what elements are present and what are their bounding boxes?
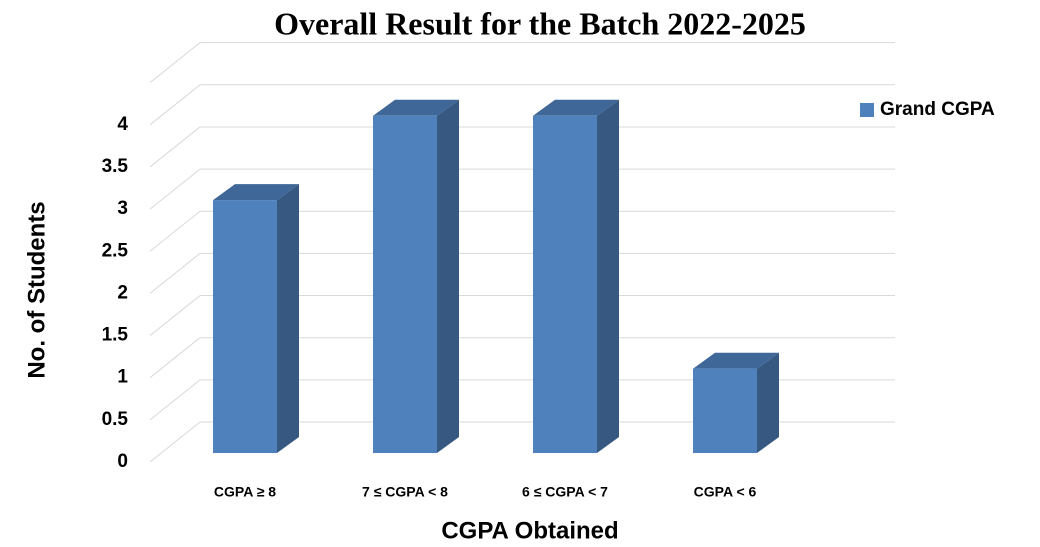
y-tick-label: 4 <box>117 114 128 135</box>
y-tick-label: 0.5 <box>102 409 129 430</box>
grid-line <box>149 421 201 463</box>
y-tick-label: 1 <box>117 367 128 388</box>
bar <box>373 115 437 454</box>
x-axis-label: CGPA Obtained <box>441 517 618 544</box>
bar-top <box>533 99 619 116</box>
grid-line <box>149 337 201 379</box>
bar-top <box>693 352 779 369</box>
grid-line <box>149 168 201 210</box>
y-tick-label: 0 <box>117 451 128 472</box>
bar-side <box>597 99 619 454</box>
grid-line <box>149 379 201 421</box>
bar-side <box>757 352 779 453</box>
bar-top <box>373 99 459 116</box>
x-tick-label: 7 ≤ CGPA < 8 <box>362 484 448 500</box>
grid-line <box>149 84 201 126</box>
grid-line <box>149 253 201 294</box>
bar-side <box>277 184 299 453</box>
bar <box>533 115 597 454</box>
bar <box>693 368 757 453</box>
bar <box>213 200 277 453</box>
legend-swatch <box>860 103 874 117</box>
y-tick-label: 3 <box>117 198 128 219</box>
x-tick-label: 6 ≤ CGPA < 7 <box>522 484 608 500</box>
legend-label: Grand CGPA <box>880 99 995 120</box>
y-tick-label: 2.5 <box>102 240 129 261</box>
bar-side <box>437 99 459 454</box>
wall-edge <box>149 42 201 84</box>
x-tick-label: CGPA < 6 <box>694 484 757 500</box>
grid-line <box>149 126 201 168</box>
chart-title: Overall Result for the Batch 2022-2025 <box>274 5 806 41</box>
y-tick-label: 2 <box>117 282 128 303</box>
x-tick-label: CGPA ≥ 8 <box>214 484 276 500</box>
bar-top <box>213 184 299 201</box>
grid-line <box>149 295 201 336</box>
y-tick-label: 1.5 <box>102 325 129 346</box>
grid-line <box>149 210 201 252</box>
y-tick-label: 3.5 <box>102 156 129 177</box>
y-axis-label: No. of Students <box>23 201 50 378</box>
